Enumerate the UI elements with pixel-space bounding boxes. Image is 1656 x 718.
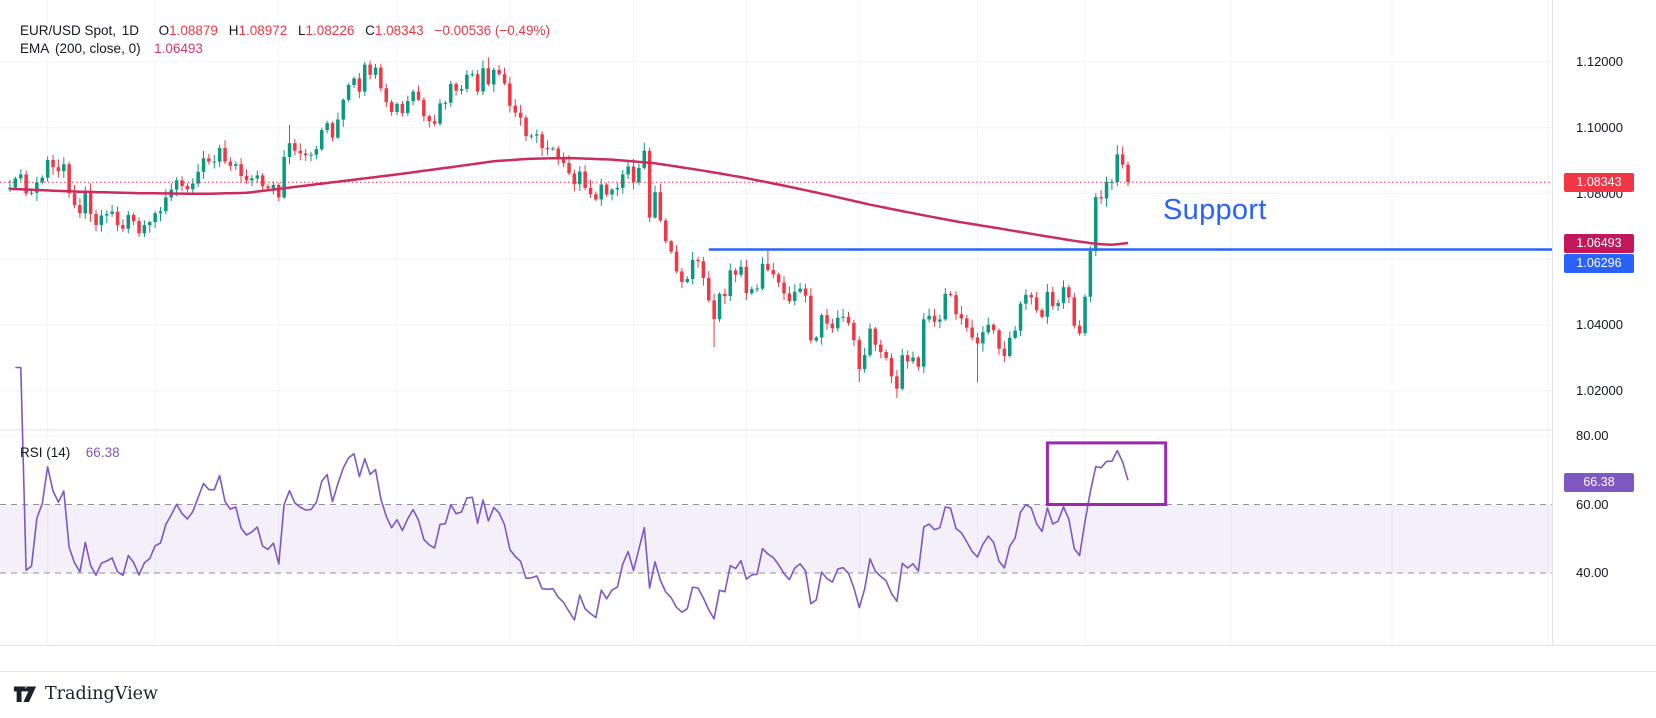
rsi-value-badge: 66.38	[1564, 473, 1634, 493]
candlestick-series	[8, 57, 1130, 398]
tradingview-logo[interactable]: TradingView	[13, 684, 158, 704]
ema-params: (200, close, 0)	[55, 41, 141, 56]
symbol-name: EUR/USD Spot,	[20, 23, 117, 38]
rsi-band	[0, 504, 1552, 573]
ema-value: 1.06493	[154, 41, 203, 56]
tradingview-wordmark: TradingView	[45, 684, 159, 704]
rsi-line	[15, 366, 1129, 621]
close-value: 1.08343	[374, 23, 424, 38]
price-axis[interactable]	[1552, 0, 1656, 672]
support-drawing-label[interactable]: Support	[1163, 194, 1267, 226]
rsi-rect-annotation[interactable]	[1045, 441, 1168, 506]
support-value-badge: 1.06296	[1564, 253, 1634, 273]
low-label: L	[298, 23, 306, 38]
rsi-tick-label: 80.00	[1576, 428, 1609, 443]
rsi-value: 66.38	[85, 445, 120, 460]
symbol-interval: 1D	[121, 23, 140, 38]
symbol-legend-row[interactable]: EUR/USD Spot, 1D O1.08879 H1.08972 L1.08…	[20, 23, 552, 38]
ema-name: EMA	[20, 41, 50, 56]
change-value: −0.00536 (−0.49%)	[434, 23, 551, 38]
current-price-badge: 1.08343	[1564, 172, 1634, 192]
widget-bottom-border	[0, 671, 1656, 672]
price-tick-label: 1.04000	[1576, 317, 1623, 332]
ema-value-badge: 1.06493	[1564, 233, 1634, 253]
ema-legend-row[interactable]: EMA (200, close, 0) 1.06493	[20, 41, 205, 56]
price-tick-label: 1.02000	[1576, 382, 1623, 398]
price-tick-label: 1.10000	[1576, 119, 1623, 135]
rsi-name: RSI (14)	[20, 445, 71, 460]
time-axis[interactable]	[0, 645, 1656, 673]
close-label: C	[365, 23, 375, 38]
ema-line[interactable]	[9, 156, 1129, 247]
open-value: 1.08879	[169, 23, 218, 38]
rsi-tick-label: 40.00	[1576, 565, 1609, 580]
high-label: H	[228, 23, 239, 38]
rsi-tick-label: 60.00	[1576, 496, 1609, 512]
tradingview-mark-icon	[13, 686, 37, 702]
open-label: O	[158, 23, 170, 38]
high-value: 1.08972	[238, 23, 288, 38]
rsi-legend-row[interactable]: RSI (14) 66.38	[20, 445, 122, 460]
price-tick-label: 1.12000	[1576, 54, 1623, 69]
low-value: 1.08226	[305, 23, 355, 38]
